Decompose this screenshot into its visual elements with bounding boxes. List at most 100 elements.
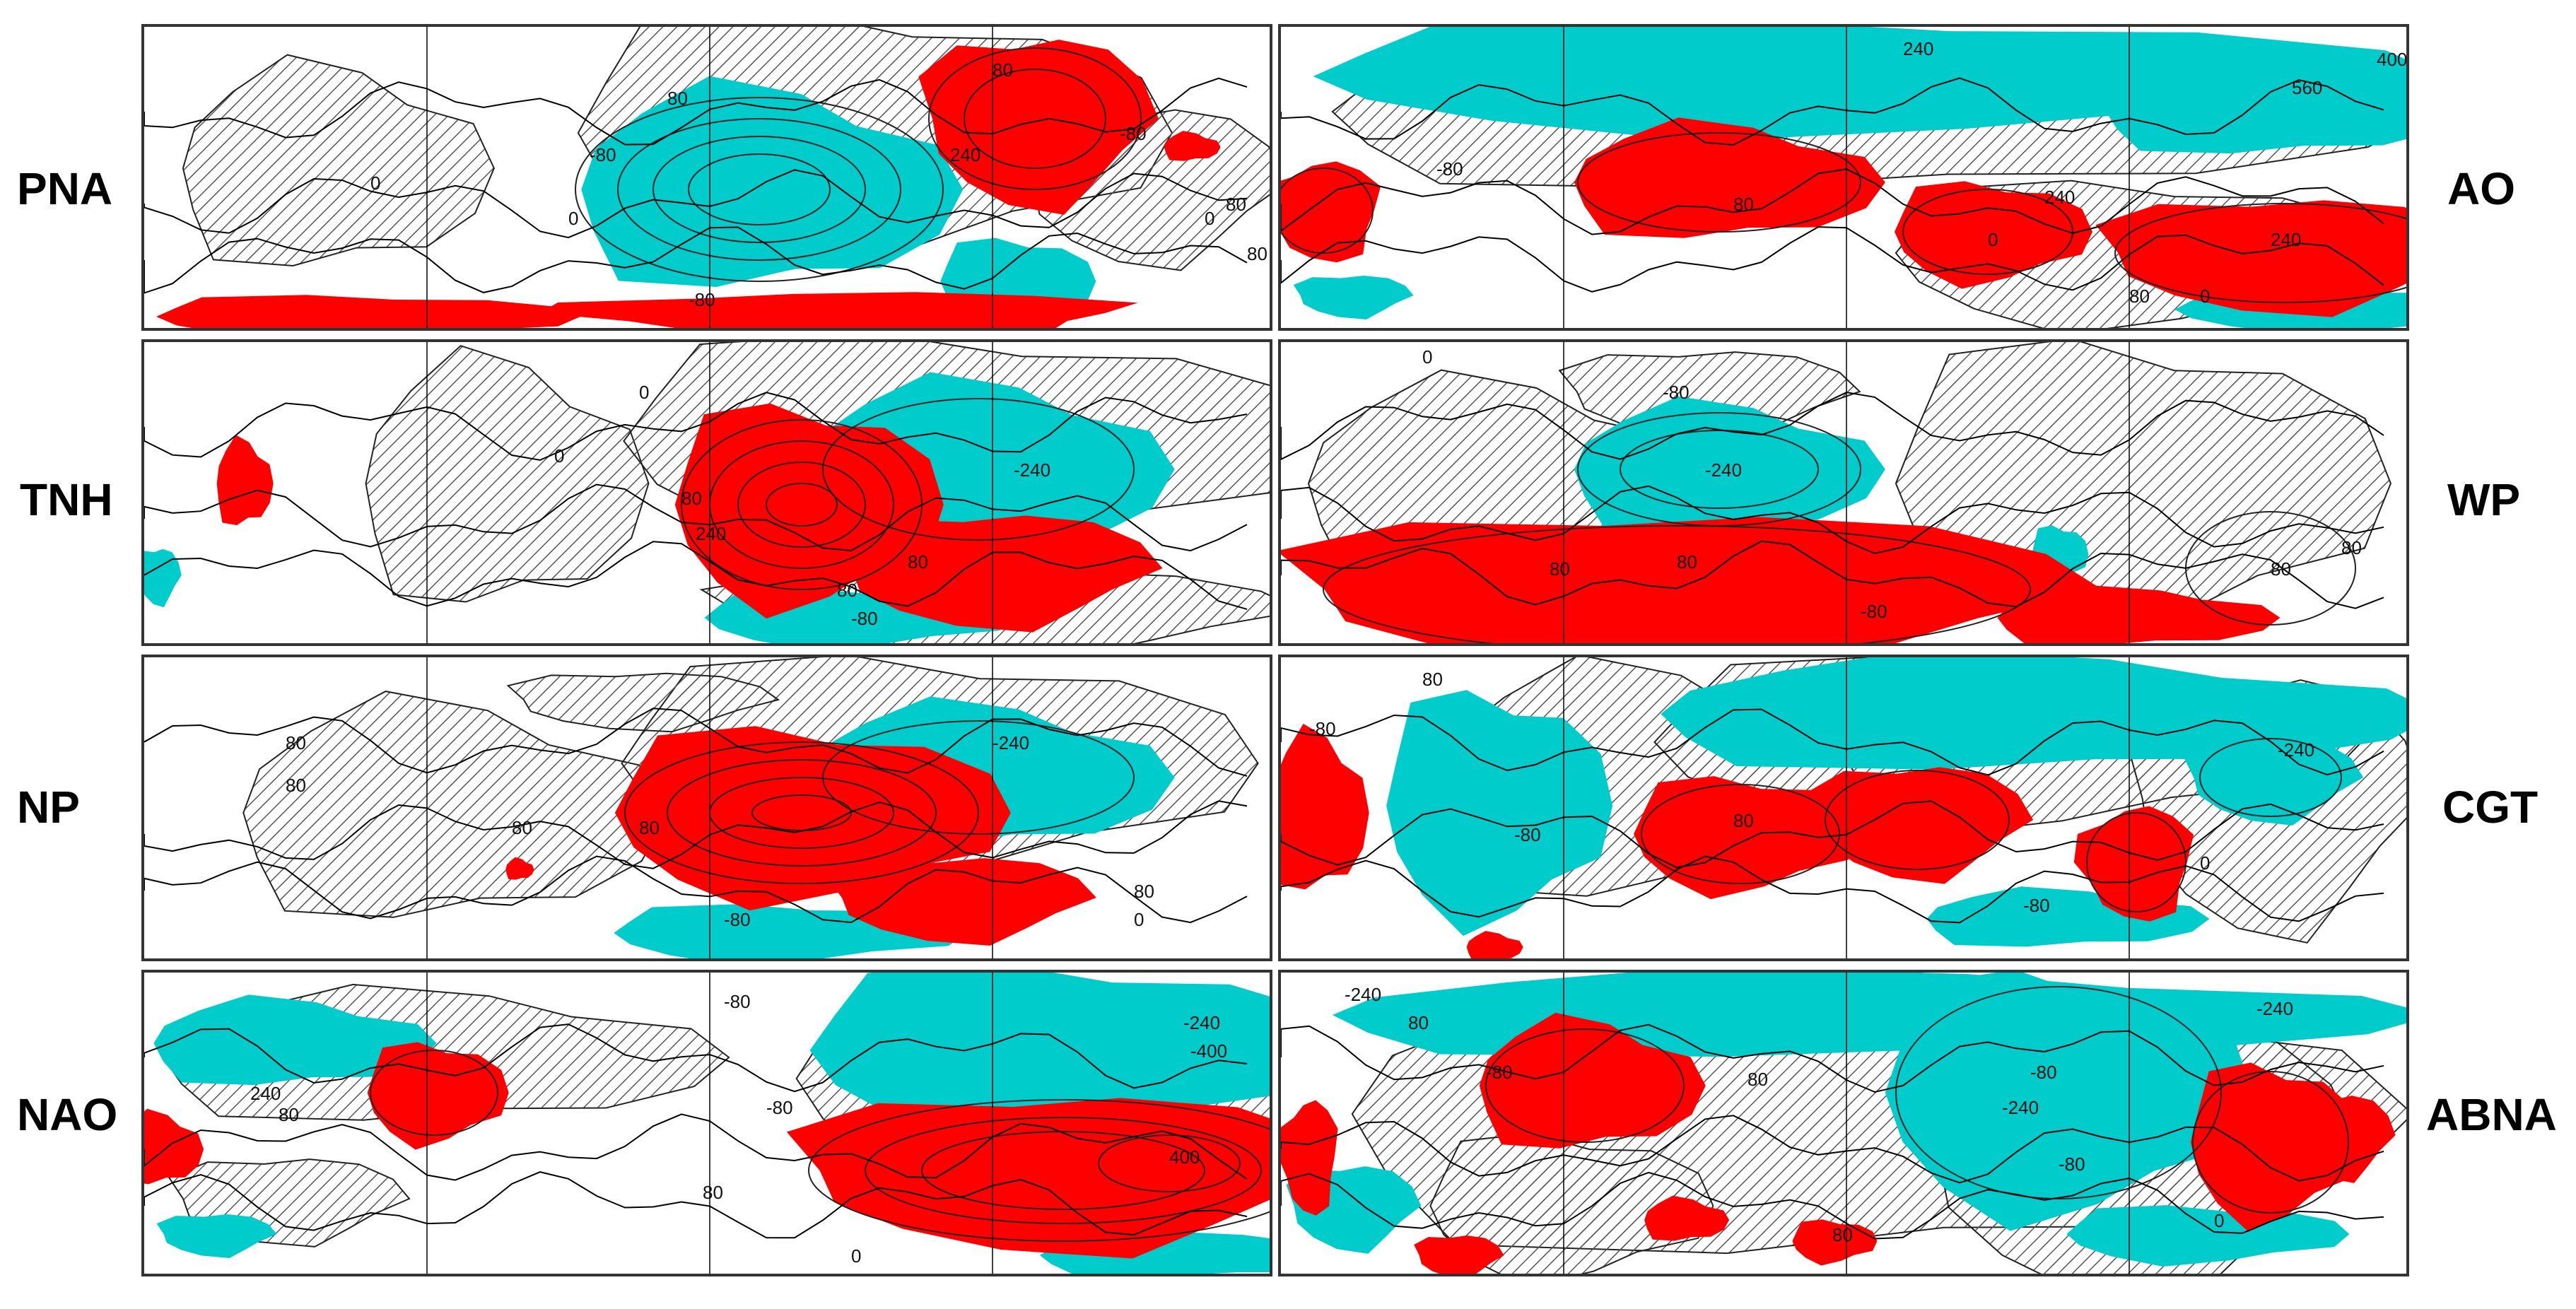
- negative-anomaly-region: [1293, 276, 1414, 319]
- contour-label: 240: [1903, 38, 1933, 59]
- contour-label: 0: [2214, 1210, 2224, 1231]
- contour-label: 80: [703, 1182, 723, 1203]
- contour-label: 80: [2129, 286, 2150, 307]
- positive-anomaly-region: [2290, 1096, 2396, 1183]
- map-panel-nao: -80 240 80 -80 -400 -240 80 400 0: [141, 970, 1272, 1276]
- contour-line: [667, 759, 937, 867]
- label-cgt: CGT: [2442, 782, 2539, 833]
- contour-line: [1825, 770, 2010, 870]
- contour-label: -80: [2059, 1154, 2085, 1175]
- positive-anomaly-region: [1634, 776, 1861, 900]
- contour-line: [2086, 812, 2186, 912]
- label-ao: AO: [2447, 163, 2515, 214]
- contour-label: 80: [2341, 537, 2362, 558]
- contour-label: -240: [2256, 998, 2293, 1019]
- contour-label: 80: [279, 1104, 299, 1125]
- contour-line: [766, 483, 838, 527]
- contour-line: [1281, 168, 1374, 254]
- positive-anomaly-region: [1644, 1195, 1730, 1241]
- contour-label: -80: [851, 608, 878, 629]
- map-svg: 80 80 80 -240 80 80 -80 0: [144, 657, 1259, 958]
- contour-label: -80: [2023, 895, 2050, 916]
- negative-anomaly-region: [1885, 973, 2253, 1231]
- positive-anomaly-region: [1792, 1219, 1878, 1266]
- contour-label: 80: [1550, 558, 1570, 580]
- positive-anomaly-region: [1466, 931, 1523, 958]
- hatched-region: [242, 691, 669, 918]
- map-panel-cgt: 80 -80 -80 -240 80 -80 0: [1278, 654, 2409, 961]
- contour-line: [1902, 189, 2073, 275]
- contour-label: -80: [1120, 123, 1147, 144]
- contour-line: [2199, 738, 2342, 817]
- contour-label: 0: [2200, 286, 2210, 307]
- coastline: [144, 1023, 1248, 1093]
- map-panel-np: 80 80 80 -240 80 80 -80 0: [141, 654, 1272, 961]
- contour-line: [964, 69, 1106, 169]
- contour-label: 240: [2271, 229, 2301, 250]
- positive-anomaly-region: [156, 295, 580, 328]
- coastline: [1281, 1171, 2384, 1240]
- coastline: [1281, 1023, 2384, 1093]
- map-svg: -80 80 0 -80 0 80 240 80 -80 0 80: [144, 27, 1270, 328]
- contour-label: 240: [250, 1083, 281, 1104]
- coastline: [144, 800, 1248, 869]
- contour-label: -80: [724, 991, 751, 1012]
- contour-label: 80: [286, 732, 306, 753]
- map-panel-wp: 0 -80 -240 80 80 -80 80 80: [1278, 339, 2409, 646]
- coastline: [144, 541, 1248, 610]
- contour-label: 80: [908, 551, 928, 573]
- contour-line: [737, 462, 866, 548]
- map-svg: 0 -80 -240 80 80 -80 80 80: [1281, 342, 2391, 643]
- map-panel-abna: -240 80 -240 -80 80 -80 80 -80 -240 0: [1278, 970, 2409, 1276]
- contour-line: [1577, 132, 1861, 233]
- positive-anomaly-region: [2073, 806, 2194, 922]
- label-abna: ABNA: [2426, 1089, 2557, 1140]
- contour-line: [1485, 1028, 1685, 1143]
- contour-label: 80: [1747, 1069, 1768, 1090]
- label-wp: WP: [2447, 474, 2521, 525]
- map-svg: 80 -80 -80 -240 80 -80 0: [1281, 657, 2406, 958]
- contour-label: 80: [1733, 194, 1754, 215]
- coastline: [1281, 855, 2384, 924]
- contour-label: -80: [1514, 824, 1541, 845]
- contour-label: -80: [724, 909, 751, 930]
- contour-line: [921, 1131, 1205, 1210]
- contour-label: 240: [950, 144, 980, 165]
- contour-label: 80: [837, 580, 857, 601]
- contour-label: -80: [1663, 382, 1690, 403]
- contour-label: -240: [1345, 984, 1381, 1005]
- contour-label: 0: [370, 172, 380, 194]
- positive-anomaly-region: [1281, 161, 1381, 263]
- contour-label: -80: [590, 144, 616, 165]
- negative-anomaly-region: [2105, 63, 2406, 154]
- contour-line: [575, 97, 944, 282]
- contour-line: [688, 153, 831, 225]
- contour-label: -80: [1861, 601, 1887, 622]
- contour-line: [1895, 986, 2222, 1199]
- positive-anomaly-region: [1574, 117, 1885, 238]
- positive-anomaly-region: [1164, 131, 1221, 161]
- contour-line: [1641, 784, 1840, 884]
- coastline: [144, 1113, 1248, 1181]
- map-svg: -240 80 -240 -80 80 -80 80 -80 -240 0: [1281, 973, 2406, 1274]
- positive-anomaly-region: [505, 857, 534, 880]
- contour-label: 80: [1733, 810, 1754, 831]
- map-svg: 0 80 240 -240 80 80 -80 0: [144, 342, 1270, 643]
- coastline: [144, 855, 1248, 924]
- contour-label: 80: [993, 59, 1013, 81]
- contour-line: [1098, 1134, 1241, 1192]
- positive-anomaly-region: [1281, 724, 1369, 890]
- coastline: [1281, 226, 2384, 293]
- contour-label: 80: [1408, 1012, 1429, 1033]
- contour-label: 0: [639, 382, 649, 403]
- positive-anomaly-region: [918, 40, 1159, 215]
- contour-label: 80: [1422, 669, 1443, 690]
- coastline: [1281, 800, 2384, 869]
- contour-label: 80: [286, 775, 306, 796]
- map-panel-pna: -80 80 0 -80 0 80 240 80 -80 0 80: [141, 24, 1272, 331]
- hatched-region: [506, 672, 780, 733]
- coastline: [1281, 540, 2384, 609]
- contour-label: -80: [1486, 1062, 1513, 1083]
- contour-label: -80: [689, 289, 715, 310]
- positive-anomaly-region: [216, 435, 274, 526]
